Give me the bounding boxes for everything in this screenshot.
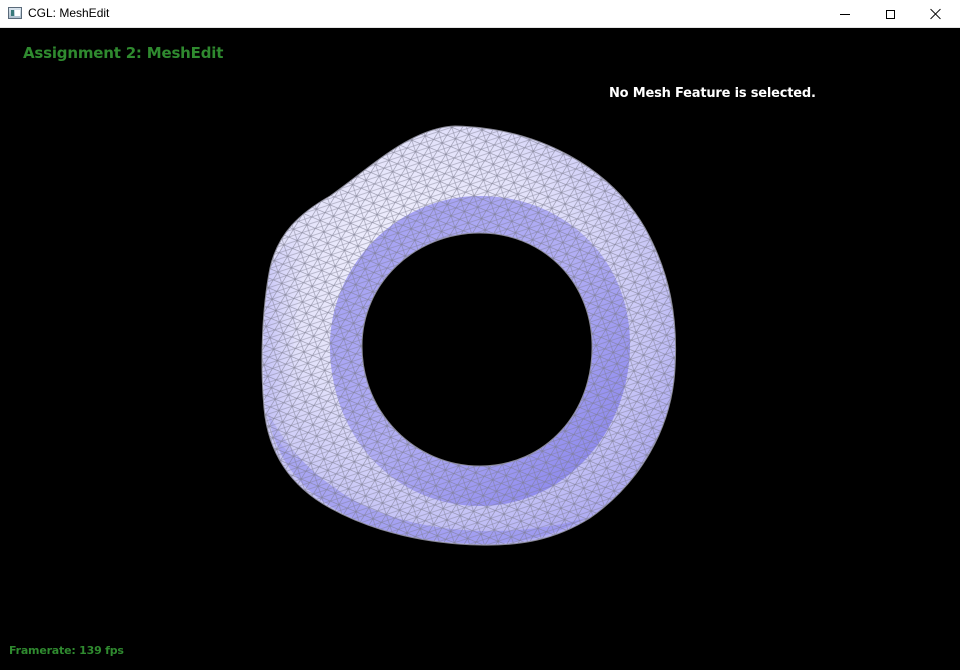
close-icon (930, 8, 942, 20)
torus-mesh[interactable] (0, 28, 960, 670)
title-bar[interactable]: CGL: MeshEdit (0, 0, 960, 28)
render-viewport[interactable]: Assignment 2: MeshEdit No Mesh Feature i… (0, 28, 960, 670)
framerate-readout: Framerate: 139 fps (9, 644, 124, 657)
app-icon (8, 7, 22, 19)
maximize-icon (885, 9, 895, 19)
maximize-button[interactable] (867, 0, 913, 28)
close-button[interactable] (913, 0, 959, 28)
selection-status: No Mesh Feature is selected. (609, 86, 816, 101)
minimize-icon (840, 13, 850, 15)
assignment-title: Assignment 2: MeshEdit (23, 44, 224, 62)
window-title: CGL: MeshEdit (28, 6, 110, 20)
minimize-button[interactable] (822, 0, 868, 28)
